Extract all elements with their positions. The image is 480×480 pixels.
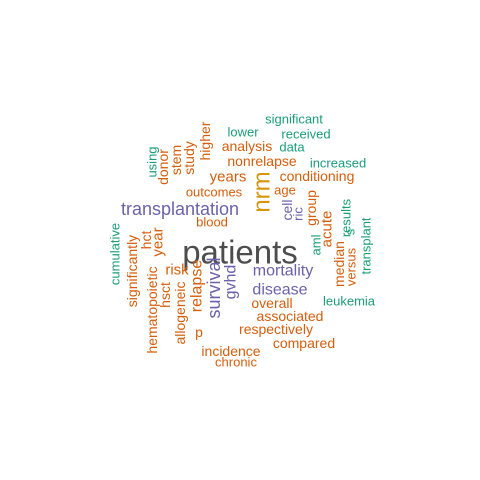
word-study: study [181, 141, 197, 174]
word-relapse: relapse [189, 260, 206, 313]
word-stem: stem [168, 145, 184, 175]
word-patients: patients [182, 234, 298, 271]
word-leukemia: leukemia [323, 294, 376, 309]
word-hsct: hsct [157, 282, 173, 308]
word-received: received [281, 127, 330, 142]
word-compared: compared [273, 335, 335, 351]
word-overall: overall [251, 295, 292, 311]
word-results: results [339, 198, 354, 237]
word-group: group [303, 190, 319, 226]
word-age: age [274, 183, 296, 198]
word-significantly: significantly [124, 235, 140, 307]
word-lower: lower [227, 125, 259, 140]
word-incidence: incidence [201, 343, 260, 359]
word-year: year [150, 227, 167, 256]
word-acute: acute [319, 211, 336, 248]
word-chronic: chronic [215, 355, 257, 370]
word-hct: hct [138, 231, 154, 250]
word-ric: ric [291, 207, 306, 221]
word-nrm: nrm [249, 171, 276, 212]
word-nonrelapse: nonrelapse [227, 153, 296, 169]
word-increased: increased [310, 156, 366, 171]
word-years: years [210, 169, 247, 186]
word-transplantation: transplantation [121, 199, 239, 219]
word-survival: survival [204, 257, 224, 318]
word-transplant: transplant [359, 217, 374, 274]
word-mortality: mortality [253, 263, 313, 280]
word-outcomes: outcomes [186, 185, 243, 200]
word-risk: risk [165, 262, 189, 279]
word-s: s [343, 228, 358, 235]
word-analysis: analysis [222, 138, 273, 154]
word-hematopoietic: hematopoietic [144, 266, 160, 353]
word-versus: versus [344, 247, 359, 286]
word-associated: associated [257, 308, 324, 324]
word-cell: cell [279, 199, 295, 220]
word-respectively: respectively [239, 321, 313, 337]
word-cumulative: cumulative [108, 223, 123, 285]
word-gvhd: gvhd [223, 265, 240, 300]
word-conditioning: conditioning [280, 168, 355, 184]
word-higher: higher [197, 121, 213, 160]
word-data: data [279, 140, 305, 155]
word-aml: aml [309, 234, 324, 255]
word-blood: blood [196, 215, 228, 230]
word-disease: disease [252, 282, 307, 299]
word-median: median [331, 241, 347, 287]
word-allogeneic: allogeneic [172, 281, 188, 344]
word-donor: donor [155, 149, 171, 185]
word-significant: significant [265, 112, 323, 127]
word-using: using [145, 146, 160, 177]
word-p: p [195, 324, 203, 340]
